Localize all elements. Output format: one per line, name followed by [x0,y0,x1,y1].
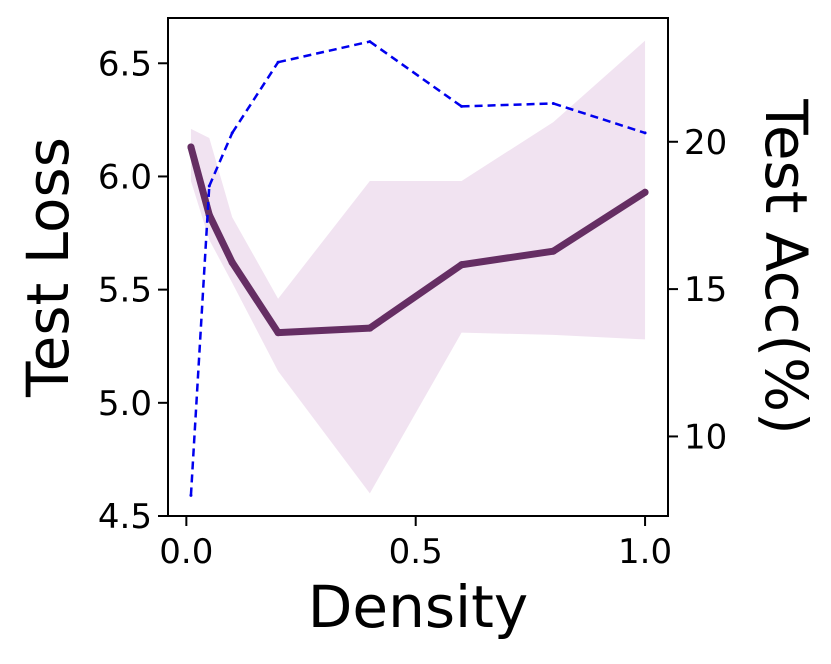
left-y-tick-label: 6.5 [98,44,152,84]
loss-data-point [549,247,557,255]
accuracy-data-point [276,60,280,64]
x-tick-label: 0.5 [389,532,443,572]
loss-data-point [274,329,282,337]
loss-line-segment [549,188,649,255]
accuracy-data-point [230,131,234,135]
series-line-layer [187,40,649,497]
right-y-axis-label: Test Acc(%) [752,98,820,434]
accuracy-data-point [189,493,193,497]
right-y-tick-label: 15 [684,270,727,310]
loss-line-segment [205,211,236,266]
tick-layer: 0.0 0.5 1.0 4.5 5.0 5.5 6.0 6.5 10 15 20 [98,44,727,572]
accuracy-line-segment [208,132,234,187]
left-y-tick-label: 4.5 [98,497,152,537]
accuracy-line-segment [552,102,646,135]
loss-data-point [228,258,236,266]
x-tick-label: 1.0 [618,532,672,572]
left-y-tick-label: 5.5 [98,271,152,311]
accuracy-line-segment [189,185,211,496]
accuracy-line-segment [461,102,554,108]
loss-data-point [641,188,649,196]
loss-data-point [187,143,195,151]
accuracy-line-segment [231,61,280,134]
accuracy-data-point [643,131,647,135]
left-y-axis-label: Test Loss [14,137,82,398]
accuracy-data-point [207,184,211,188]
loss-line-segment [458,247,557,269]
left-y-tick-label: 5.0 [98,384,152,424]
right-y-tick-label: 10 [684,417,727,457]
loss-line-segment [274,324,374,337]
confidence-band-layer [190,40,646,494]
accuracy-line-segment [277,40,371,64]
accuracy-data-point [368,40,372,44]
accuracy-data-point [460,104,464,108]
left-y-tick-label: 6.0 [98,157,152,197]
loss-data-point [366,324,374,332]
accuracy-line-segment [369,40,463,108]
loss-line-segment [228,258,282,337]
plot-frame [167,17,669,517]
confidence-band-area [190,40,646,494]
x-tick-label: 0.0 [159,532,213,572]
loss-line-segment [366,261,466,332]
loss-data-point [458,261,466,269]
accuracy-data-point [551,101,555,105]
loss-line-segment [187,143,213,219]
x-axis-label: Density [308,573,529,641]
right-y-tick-label: 20 [684,123,727,163]
